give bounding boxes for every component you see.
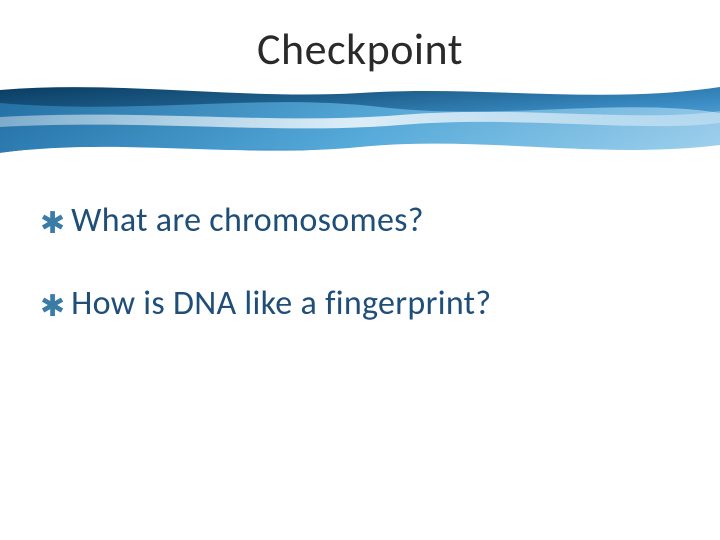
content-area: ✱ What are chromosomes? ✱ How is DNA lik… <box>40 200 680 366</box>
bullet-item: ✱ How is DNA like a fingerprint? <box>40 283 680 324</box>
bullet-text: What are chromosomes? <box>71 200 424 241</box>
wave-decoration <box>0 75 720 170</box>
slide-container: Checkpoint <box>0 0 720 540</box>
slide-title: Checkpoint <box>0 22 720 76</box>
bullet-marker-icon: ✱ <box>40 292 65 322</box>
bullet-item: ✱ What are chromosomes? <box>40 200 680 241</box>
bullet-marker-icon: ✱ <box>40 209 65 239</box>
bullet-text: How is DNA like a fingerprint? <box>71 283 491 324</box>
